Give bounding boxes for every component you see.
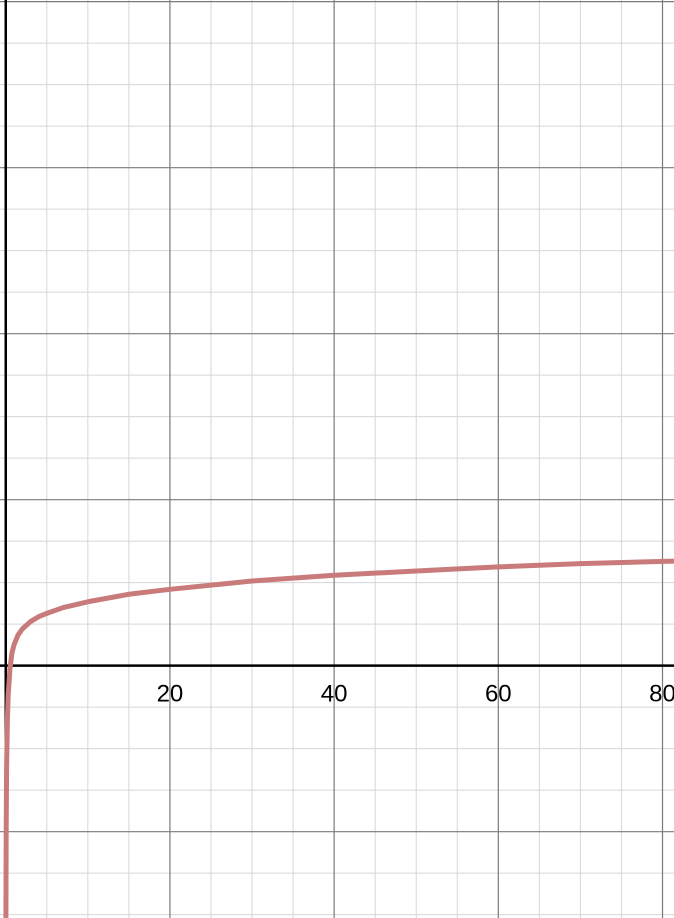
- x-tick-labels: 20 40 60 80: [157, 681, 674, 708]
- curves: [3, 558, 674, 918]
- series-line-0: [3, 558, 674, 918]
- x-tick-label-2: 60: [485, 681, 512, 708]
- x-tick-label-3: 80: [649, 681, 674, 708]
- x-tick-label-1: 40: [321, 681, 348, 708]
- x-tick-label-0: 20: [157, 681, 184, 708]
